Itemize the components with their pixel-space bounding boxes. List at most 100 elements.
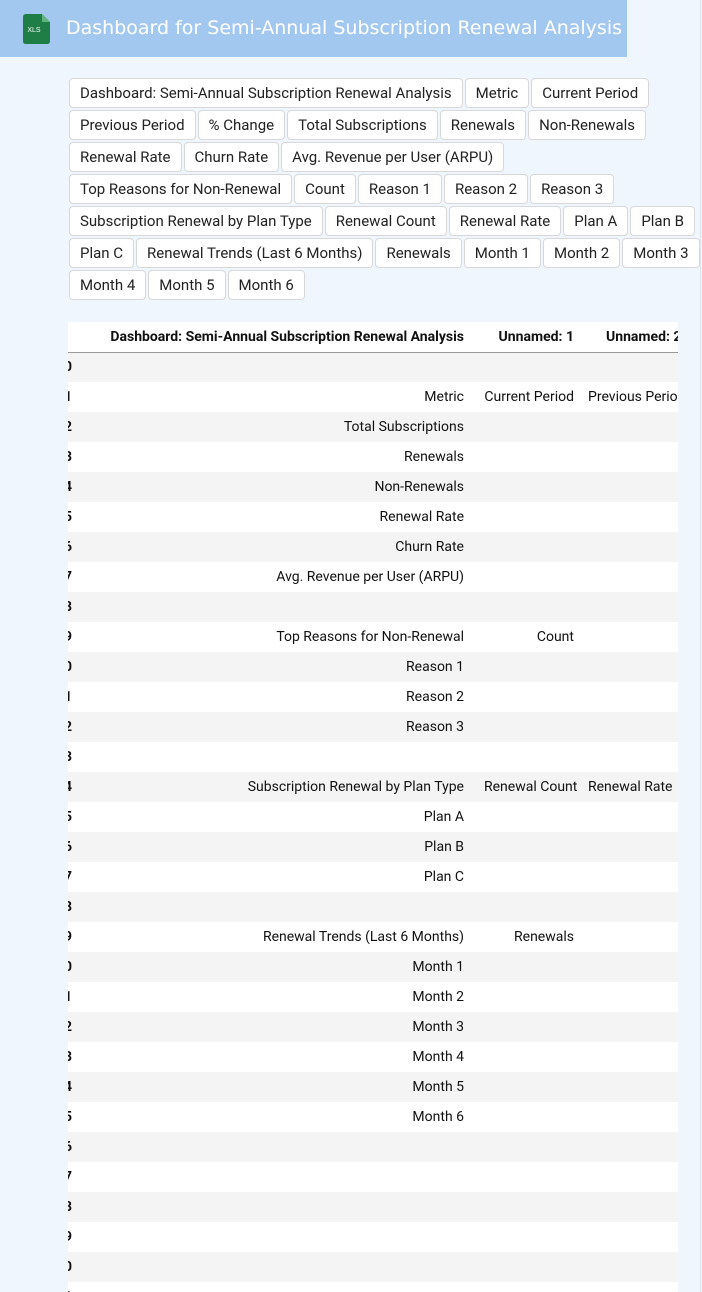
table-cell [584, 1162, 678, 1192]
row-index: 18 [68, 892, 76, 922]
column-tag: Metric [464, 78, 530, 108]
table-row: 8 [68, 592, 678, 622]
table-cell [474, 892, 584, 922]
column-tag: Reason 3 [530, 174, 615, 204]
row-index: 29 [68, 1222, 76, 1252]
table-row: 3 Renewals [68, 442, 678, 472]
table-cell [474, 1102, 584, 1132]
column-tag: Month 1 [463, 238, 541, 268]
column-tag: Renewal Rate [69, 142, 182, 172]
table-cell [474, 412, 584, 442]
index-header [68, 322, 76, 353]
table-cell: Reason 3 [76, 712, 474, 742]
column-tag: Renewals [439, 110, 527, 140]
table-row: 28 [68, 1192, 678, 1222]
table-cell [474, 832, 584, 862]
table-cell [584, 1252, 678, 1282]
row-index: 27 [68, 1162, 76, 1192]
table-cell [474, 1132, 584, 1162]
column-tag: Total Subscriptions [287, 110, 438, 140]
table-cell [474, 682, 584, 712]
table-cell: Renewals [514, 929, 574, 945]
table-cell [76, 1252, 474, 1282]
table-row: 20Month 1 [68, 952, 678, 982]
table-row: 21 Month 2 [68, 982, 678, 1012]
table-cell [76, 742, 474, 772]
column-header: Dashboard: Semi-Annual Subscription Rene… [76, 322, 474, 353]
table-row: 11 Reason 2 [68, 682, 678, 712]
row-index: 25 [68, 1102, 76, 1132]
table-cell: Renewal Rate [584, 772, 678, 802]
table-cell [584, 592, 678, 622]
table-cell [584, 892, 678, 922]
table-row: 4Non-Renewals [68, 472, 678, 502]
table-cell [474, 982, 584, 1012]
table-row: 22Month 3 [68, 1012, 678, 1042]
table-cell [584, 952, 678, 982]
table-cell: Non-Renewals [76, 472, 474, 502]
row-index: 30 [68, 1252, 76, 1282]
row-index: 31 [68, 1282, 76, 1292]
column-tag: Top Reasons for Non-Renewal [69, 174, 293, 204]
table-cell [474, 1042, 584, 1072]
row-index: 11 [68, 682, 76, 712]
row-index: 17 [68, 862, 76, 892]
table-cell: Renewal Trends (Last 6 Months) [262, 929, 464, 945]
table-cell: Count [536, 629, 574, 645]
column-tags: Dashboard: Semi-Annual Subscription Rene… [69, 78, 701, 300]
table-cell [474, 652, 584, 682]
table-cell [76, 1192, 474, 1222]
data-table: Dashboard: Semi-Annual Subscription Rene… [68, 322, 678, 1292]
column-tag: Month 6 [227, 270, 305, 300]
table-cell [584, 1072, 678, 1102]
table-row: 31 [68, 1282, 678, 1292]
table-row: 6Churn Rate [68, 532, 678, 562]
row-index: 7 [68, 562, 76, 592]
table-cell [474, 352, 584, 382]
icon-label: XLS [27, 27, 41, 34]
row-index: 12 [68, 712, 76, 742]
table-row: 12Reason 3 [68, 712, 678, 742]
column-tag: Avg. Revenue per User (ARPU) [281, 142, 505, 172]
column-tag: Month 2 [542, 238, 621, 268]
table-cell [584, 1042, 678, 1072]
table-cell: Avg. Revenue per User (ARPU) [276, 569, 464, 585]
table-row: 23 Month 4 [68, 1042, 678, 1072]
table-cell: Month 6 [412, 1109, 464, 1125]
table-cell [474, 1162, 584, 1192]
row-index: 0 [68, 352, 76, 382]
column-tag: Previous Period [69, 110, 196, 140]
table-cell [474, 472, 584, 502]
table-row: 29 [68, 1222, 678, 1252]
row-index: 8 [68, 592, 76, 622]
column-header: Unnamed: 2 [584, 322, 678, 353]
table-cell: Month 1 [76, 952, 474, 982]
table-cell [584, 502, 678, 532]
table-cell: Renewal Count [474, 772, 584, 802]
table-row: 2Total Subscriptions [68, 412, 678, 442]
page-title: Dashboard for Semi-Annual Subscription R… [66, 17, 622, 39]
table-cell [474, 1192, 584, 1222]
column-tag: Month 3 [622, 238, 700, 268]
table-cell: Total Subscriptions [76, 412, 474, 442]
table-cell [584, 622, 678, 652]
table-cell [584, 1192, 678, 1222]
table-cell: Renewals [404, 449, 464, 465]
table-row: 16Plan B [68, 832, 678, 862]
row-index: 24 [68, 1072, 76, 1102]
row-index: 22 [68, 1012, 76, 1042]
table-row: 26 [68, 1132, 678, 1162]
column-header: Unnamed: 1 [474, 322, 584, 353]
table-cell [584, 652, 678, 682]
table-row: 13 [68, 742, 678, 772]
table-cell [474, 712, 584, 742]
table-cell [474, 592, 584, 622]
table-cell [584, 1012, 678, 1042]
table-cell [584, 862, 678, 892]
table-row: 9 Top Reasons for Non-Renewal Count [68, 622, 678, 652]
row-index: 2 [68, 412, 76, 442]
column-tag: Dashboard: Semi-Annual Subscription Rene… [69, 78, 463, 108]
row-index: 23 [68, 1042, 76, 1072]
